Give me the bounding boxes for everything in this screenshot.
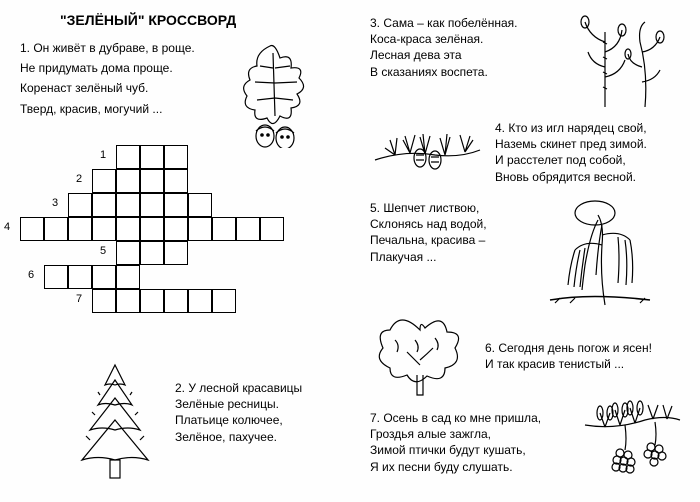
clue-5-line: Печальна, красива – [370,232,487,248]
clue-4-line: И расстелет под собой, [495,152,647,168]
grid-cell[interactable] [212,289,236,313]
grid-cell[interactable] [140,289,164,313]
clue-3-line: 3. Сама – как побелённая. [370,15,517,31]
grid-cell[interactable] [164,169,188,193]
grid-cell[interactable] [212,217,236,241]
oak-leaf-icon [225,38,335,148]
grid-cell[interactable] [116,169,140,193]
row-number: 1 [100,149,106,161]
row-number: 2 [76,173,82,185]
row-number: 5 [100,245,106,257]
grid-cell[interactable] [140,241,164,265]
clue-2-line: Зелёные ресницы. [175,396,302,412]
grid-cell[interactable] [188,217,212,241]
grid-cell[interactable] [92,193,116,217]
clue-7-line: Зимой птички будут кушать, [370,442,541,458]
grid-cell[interactable] [68,193,92,217]
clue-7-line: 7. Осень в сад ко мне пришла, [370,410,541,426]
clue-5: 5. Шепчет листвою, Склонясь над водой, П… [370,200,487,265]
clue-3-line: Лесная дева эта [370,47,517,63]
clue-2: 2. У лесной красавицы Зелёные ресницы. П… [175,380,302,445]
willow-tree-icon [530,195,670,315]
leafy-tree-icon [365,290,475,400]
grid-cell[interactable] [44,217,68,241]
clue-2-line: 2. У лесной красавицы [175,380,302,396]
row-number: 3 [52,197,58,209]
clue-4-line: Вновь обрядится весной. [495,169,647,185]
grid-cell[interactable] [116,265,140,289]
clue-6-line: И так красив тенистый ... [485,356,652,372]
spruce-tree-icon [70,360,160,490]
grid-cell[interactable] [236,217,260,241]
grid-cell[interactable] [116,217,140,241]
clue-7-line: Гроздья алые зажгла, [370,426,541,442]
grid-cell[interactable] [188,193,212,217]
grid-cell[interactable] [164,217,188,241]
clue-2-line: Платьице колючее, [175,412,302,428]
birch-tree-icon [570,12,680,112]
clue-2-line: Зелёное, пахучее. [175,429,302,445]
rowan-branch-icon [575,395,685,490]
grid-cell[interactable] [116,241,140,265]
grid-cell[interactable] [20,217,44,241]
clue-7-line: Я их песни буду слушать. [370,459,541,475]
clue-6: 6. Сегодня день погож и ясен! И так крас… [485,340,652,372]
grid-cell[interactable] [164,289,188,313]
grid-cell[interactable] [164,241,188,265]
grid-cell[interactable] [116,193,140,217]
grid-cell[interactable] [140,169,164,193]
pine-branch-icon [365,110,485,190]
clue-4: 4. Кто из игл нарядец свой, Наземь скине… [495,120,647,185]
crossword-title: "ЗЕЛЁНЫЙ" КРОССВОРД [60,12,350,28]
grid-cell[interactable] [92,169,116,193]
grid-cell[interactable] [92,265,116,289]
grid-cell[interactable] [164,145,188,169]
row-number: 4 [4,221,10,233]
clue-7: 7. Осень в сад ко мне пришла, Гроздья ал… [370,410,541,475]
grid-cell[interactable] [140,193,164,217]
grid-cell[interactable] [140,217,164,241]
clue-5-line: Склонясь над водой, [370,216,487,232]
clue-3: 3. Сама – как побелённая. Коса-краса зел… [370,15,517,80]
grid-cell[interactable] [116,145,140,169]
grid-cell[interactable] [140,145,164,169]
row-number: 6 [28,269,34,281]
grid-cell[interactable] [188,289,212,313]
clue-6-line: 6. Сегодня день погож и ясен! [485,340,652,356]
grid-cell[interactable] [92,289,116,313]
grid-cell[interactable] [260,217,284,241]
clue-3-line: В сказаниях воспета. [370,64,517,80]
grid-cell[interactable] [164,193,188,217]
row-number: 7 [76,293,82,305]
clue-5-line: Плакучая ... [370,249,487,265]
clue-4-line: Наземь скинет пред зимой. [495,136,647,152]
grid-cell[interactable] [68,265,92,289]
grid-cell[interactable] [116,289,140,313]
grid-cell[interactable] [68,217,92,241]
clue-5-line: 5. Шепчет листвою, [370,200,487,216]
grid-cell[interactable] [44,265,68,289]
grid-cell[interactable] [92,217,116,241]
clue-4-line: 4. Кто из игл нарядец свой, [495,120,647,136]
clue-3-line: Коса-краса зелёная. [370,31,517,47]
